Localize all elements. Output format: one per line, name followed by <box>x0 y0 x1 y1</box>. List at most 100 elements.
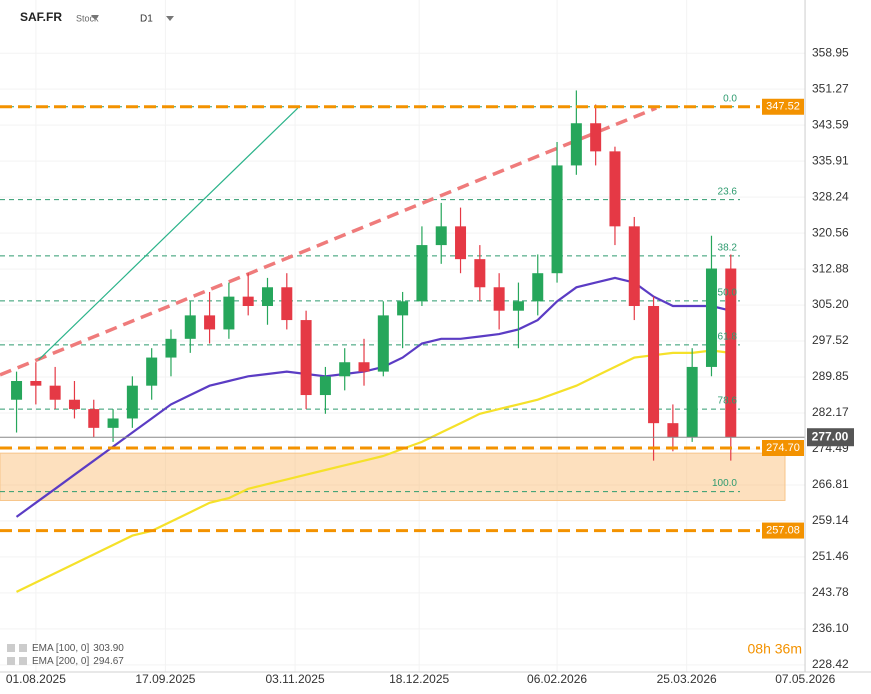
candle-body <box>705 268 717 367</box>
y-tick-label: 320.56 <box>812 225 849 239</box>
candle-body <box>339 362 351 377</box>
candle-body <box>397 301 409 316</box>
legend-icon <box>7 644 15 652</box>
candle-body <box>204 315 216 330</box>
candle-body <box>609 151 621 227</box>
candle-body <box>165 338 177 358</box>
candle-body <box>49 385 61 400</box>
last-price-box <box>807 428 854 447</box>
y-tick-label: 358.95 <box>812 45 849 59</box>
fib-label: 0.0 <box>723 93 737 104</box>
y-tick-label: 351.27 <box>812 81 849 95</box>
legend-value: 303.90 <box>93 643 124 654</box>
candle-body <box>493 287 505 311</box>
level-label-box <box>762 522 804 539</box>
y-tick-label: 305.20 <box>812 297 849 311</box>
candle-body <box>11 380 23 400</box>
candle-body <box>146 357 158 386</box>
candle-body <box>281 287 293 321</box>
level-label: 274.70 <box>766 442 800 454</box>
y-tick-label: 243.78 <box>812 585 849 599</box>
candle-body <box>435 226 447 246</box>
candle-body <box>667 423 679 438</box>
y-tick-label: 251.46 <box>812 549 849 563</box>
y-tick-label: 228.42 <box>812 657 849 671</box>
candle-body <box>300 320 312 396</box>
candle-body <box>30 380 42 386</box>
support-zone <box>0 452 786 501</box>
trendline <box>0 106 657 377</box>
ema-line <box>16 349 731 593</box>
trendline <box>38 107 299 361</box>
candle-body <box>126 385 138 419</box>
candle-body <box>107 418 119 428</box>
legend-icon <box>19 644 27 652</box>
candle-body <box>184 315 196 339</box>
y-tick-label: 259.14 <box>812 513 849 527</box>
legend-text: EMA [100, 0] 303.90 <box>32 643 124 654</box>
x-tick-label: 01.08.2025 <box>6 672 66 686</box>
y-tick-label: 266.81 <box>812 477 849 491</box>
x-tick-label: 18.12.2025 <box>389 672 449 686</box>
level-label: 347.52 <box>766 101 800 113</box>
candle-body <box>261 287 273 307</box>
candle-body <box>512 301 524 311</box>
level-label-box <box>762 98 804 115</box>
legend-name: EMA [100, 0] <box>32 643 89 654</box>
candle-body <box>88 409 100 428</box>
x-tick-label: 06.02.2026 <box>527 672 587 686</box>
fib-label: 78.6 <box>718 396 738 407</box>
candle-body <box>551 165 563 274</box>
legend-icon <box>19 657 27 665</box>
y-tick-label: 343.59 <box>812 117 849 131</box>
y-tick-label: 297.52 <box>812 333 849 347</box>
candle-body <box>725 268 737 438</box>
candle-body <box>223 296 235 330</box>
y-tick-label: 312.88 <box>812 261 849 275</box>
candle-body <box>68 399 80 410</box>
candle-body <box>590 123 602 152</box>
x-tick-label: 03.11.2025 <box>265 672 324 686</box>
level-label: 257.08 <box>766 524 800 536</box>
candle-body <box>648 306 660 424</box>
candle-body <box>242 296 254 307</box>
asset-class: Stock <box>76 13 99 23</box>
candle-body <box>532 273 544 302</box>
fib-label: 38.2 <box>718 243 738 254</box>
symbol[interactable]: SAF.FR <box>20 10 62 24</box>
legend-text: EMA [200, 0] 294.67 <box>32 656 124 667</box>
y-tick-label: 289.85 <box>812 369 849 383</box>
plot-area <box>0 0 806 672</box>
candle-body <box>570 123 582 166</box>
candle-body <box>686 366 698 438</box>
ema-line <box>15 276 732 518</box>
legend-value: 294.67 <box>93 656 124 667</box>
fib-label: 100.0 <box>712 478 737 489</box>
symbol-dropdown[interactable] <box>91 15 99 20</box>
candle-body <box>628 226 640 307</box>
candle-body <box>377 315 389 372</box>
legend-icon <box>7 657 15 665</box>
level-label-box <box>762 440 804 456</box>
timeframe[interactable]: D1 <box>140 14 153 25</box>
fib-label: 23.6 <box>718 186 738 197</box>
last-price-label: 277.00 <box>812 429 849 443</box>
candle-body <box>455 226 467 260</box>
y-tick-label: 236.10 <box>812 621 849 635</box>
countdown: 08h 36m <box>748 641 802 657</box>
x-tick-label: 17.09.2025 <box>135 672 195 686</box>
candle-body <box>474 259 486 288</box>
y-tick-label: 335.91 <box>812 153 849 167</box>
candle-body <box>358 362 370 372</box>
x-tick-label: 07.05.2026 <box>775 672 835 686</box>
fib-label: 50.0 <box>718 287 738 298</box>
timeframe-dropdown[interactable] <box>166 16 174 21</box>
y-tick-label: 282.17 <box>812 405 849 419</box>
candle-body <box>416 245 428 302</box>
x-tick-label: 25.03.2026 <box>657 672 717 686</box>
fib-label: 61.8 <box>718 332 738 343</box>
candle-body <box>319 376 331 396</box>
legend-name: EMA [200, 0] <box>32 656 89 667</box>
